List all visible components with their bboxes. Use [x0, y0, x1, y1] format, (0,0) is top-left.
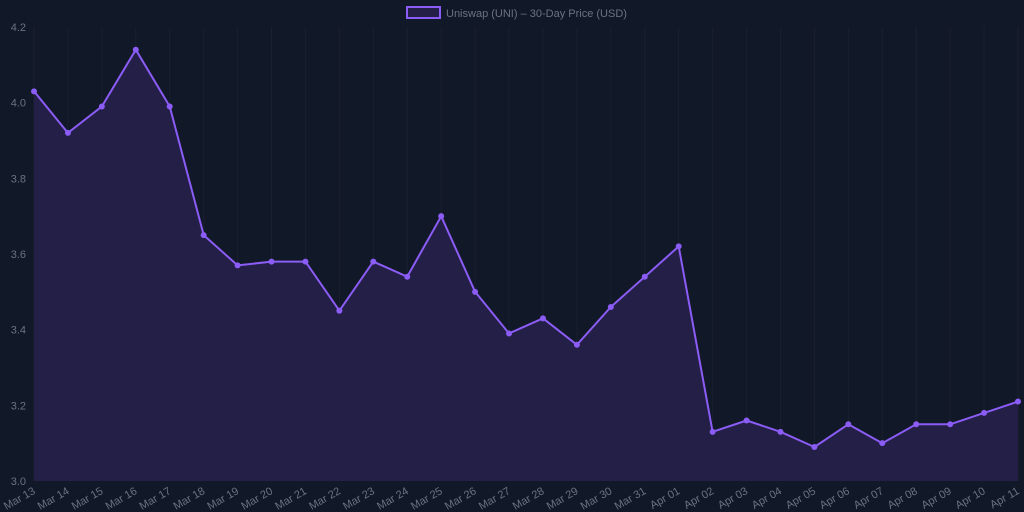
x-tick-label: Apr 02	[682, 485, 716, 512]
x-tick-label: Apr 06	[818, 485, 852, 512]
x-tick-label: Mar 28	[511, 485, 547, 512]
data-point[interactable]	[913, 421, 920, 428]
x-tick-label: Apr 03	[716, 485, 750, 512]
price-line	[33, 48, 1019, 448]
x-tick-label: Apr 09	[920, 485, 954, 512]
data-point[interactable]	[132, 46, 139, 53]
x-tick-label: Mar 26	[443, 485, 479, 512]
x-tick-label: Mar 19	[205, 485, 241, 512]
data-point[interactable]	[234, 262, 241, 269]
y-tick-label: 4.0	[11, 98, 26, 110]
data-point[interactable]	[506, 330, 513, 337]
x-tick-label: Mar 18	[171, 485, 207, 512]
data-point[interactable]	[370, 258, 377, 265]
data-point[interactable]	[302, 258, 309, 265]
data-point[interactable]	[268, 258, 275, 265]
x-tick-label: Apr 10	[953, 485, 987, 512]
data-point[interactable]	[98, 103, 105, 110]
x-tick-label: Mar 31	[613, 485, 649, 512]
data-point[interactable]	[607, 303, 614, 310]
y-tick-label: 3.2	[11, 400, 26, 412]
x-tick-label: Mar 14	[36, 485, 72, 512]
x-tick-label: Mar 16	[104, 485, 140, 512]
x-tick-label: Mar 24	[375, 485, 411, 512]
data-point[interactable]	[200, 232, 207, 239]
data-point[interactable]	[404, 273, 411, 280]
data-point[interactable]	[438, 213, 445, 220]
y-axis: 3.0 3.2 3.4 3.6 3.8 4.0 4.2	[11, 22, 26, 488]
legend-label: Uniswap (UNI) – 30-Day Price (USD)	[446, 8, 627, 20]
legend-swatch	[406, 6, 441, 19]
x-tick-label: Apr 08	[886, 485, 920, 512]
data-point[interactable]	[31, 88, 37, 95]
x-tick-label: Mar 23	[341, 485, 377, 512]
x-tick-label: Apr 04	[750, 485, 784, 512]
area-fill	[34, 49, 1018, 481]
x-tick-label: Mar 15	[70, 485, 106, 512]
data-point[interactable]	[777, 428, 784, 435]
data-point[interactable]	[879, 440, 886, 447]
y-tick-label: 3.6	[11, 249, 26, 261]
legend[interactable]: Uniswap (UNI) – 30-Day Price (USD)	[406, 6, 627, 20]
data-point[interactable]	[64, 129, 71, 136]
data-point[interactable]	[981, 409, 988, 416]
x-tick-label: Apr 07	[852, 485, 886, 512]
data-point[interactable]	[573, 341, 580, 348]
data-point[interactable]	[472, 288, 479, 295]
data-point[interactable]	[947, 421, 954, 428]
y-tick-label: 4.2	[11, 22, 26, 34]
x-tick-label: Mar 22	[307, 485, 343, 512]
x-tick-label: Mar 21	[273, 485, 309, 512]
data-point[interactable]	[539, 315, 546, 322]
x-tick-label: Mar 17	[138, 485, 174, 512]
x-tick-label: Mar 27	[477, 485, 513, 512]
x-tick-label: Mar 13	[2, 485, 38, 512]
y-tick-label: 3.0	[11, 476, 26, 488]
data-point[interactable]	[166, 103, 173, 110]
y-tick-label: 3.4	[11, 325, 26, 337]
x-tick-label: Apr 01	[648, 485, 682, 512]
x-tick-label: Apr 11	[988, 485, 1021, 511]
data-point[interactable]	[709, 428, 716, 435]
x-tick-label: Mar 29	[545, 485, 581, 512]
data-point[interactable]	[811, 443, 818, 450]
data-point[interactable]	[743, 417, 750, 424]
data-point[interactable]	[336, 307, 343, 314]
data-point[interactable]	[1015, 398, 1021, 405]
x-tick-label: Mar 20	[239, 485, 275, 512]
x-tick-label: Mar 25	[409, 485, 445, 512]
x-tick-label: Mar 30	[579, 485, 615, 512]
data-point[interactable]	[675, 243, 682, 250]
y-tick-label: 3.8	[11, 173, 26, 185]
data-point[interactable]	[845, 421, 852, 428]
data-points	[31, 46, 1021, 450]
x-tick-label: Apr 05	[784, 485, 818, 512]
data-point[interactable]	[641, 273, 648, 280]
